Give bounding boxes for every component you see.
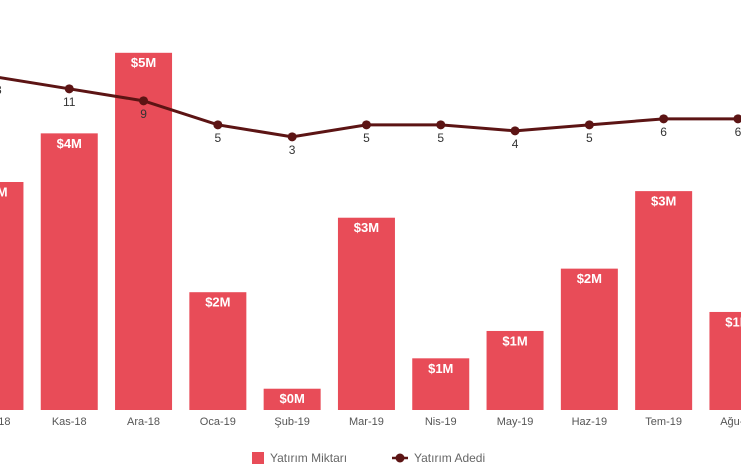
- x-tick-label: Eki-18: [0, 416, 11, 428]
- point-label: 5: [363, 131, 370, 145]
- legend-label: Yatırım Adedi: [414, 451, 485, 465]
- bar: [709, 311, 741, 410]
- point-label: 5: [437, 131, 444, 145]
- point-label: 4: [512, 137, 519, 151]
- bar: [486, 330, 544, 410]
- legend-swatch: [395, 453, 405, 463]
- x-tick-label: May-19: [497, 416, 534, 428]
- bar: [337, 217, 395, 410]
- value-label: $1M: [428, 361, 453, 376]
- legend-label: Yatırım Miktarı: [270, 451, 347, 465]
- point: [361, 120, 371, 130]
- point: [213, 120, 223, 130]
- x-tick-label: Tem-19: [645, 416, 682, 428]
- bar: [0, 182, 24, 410]
- point-label: 11: [63, 95, 76, 109]
- bar: [40, 133, 98, 411]
- x-tick-label: Ağu-19: [720, 416, 741, 428]
- bar: [189, 292, 247, 410]
- bar: [635, 191, 693, 410]
- point: [510, 126, 520, 136]
- point-label: 3: [289, 143, 296, 157]
- x-tick-label: Oca-19: [200, 416, 236, 428]
- value-label: $0M: [280, 391, 305, 406]
- value-label: $5M: [131, 55, 156, 70]
- point: [287, 132, 297, 142]
- x-tick-label: Mar-19: [349, 416, 384, 428]
- point-label: 5: [586, 131, 593, 145]
- value-label: $3M: [0, 184, 8, 199]
- bar: [263, 388, 321, 410]
- value-label: $3M: [651, 194, 676, 209]
- x-tick-label: Şub-19: [274, 416, 309, 428]
- point-label: 5: [215, 131, 222, 145]
- value-label: $2M: [577, 271, 602, 286]
- bar: [412, 358, 470, 410]
- bar: [115, 52, 173, 411]
- point-label: 13: [0, 83, 2, 97]
- x-tick-label: Kas-18: [52, 416, 87, 428]
- legend-swatch: [252, 452, 264, 464]
- point: [436, 120, 446, 130]
- x-tick-label: Haz-19: [572, 416, 607, 428]
- point: [139, 96, 149, 106]
- value-label: $1M: [725, 314, 741, 329]
- value-label: $3M: [354, 220, 379, 235]
- point-label: 6: [735, 125, 741, 139]
- point-label: 9: [140, 107, 147, 121]
- bar: [560, 268, 618, 410]
- value-label: $4M: [57, 136, 82, 151]
- point: [733, 114, 741, 124]
- value-label: $1M: [502, 333, 527, 348]
- x-tick-label: Ara-18: [127, 416, 160, 428]
- point: [659, 114, 669, 124]
- point: [584, 120, 594, 130]
- point: [64, 84, 74, 94]
- value-label: $2M: [205, 295, 230, 310]
- point-label: 6: [660, 125, 667, 139]
- x-tick-label: Nis-19: [425, 416, 457, 428]
